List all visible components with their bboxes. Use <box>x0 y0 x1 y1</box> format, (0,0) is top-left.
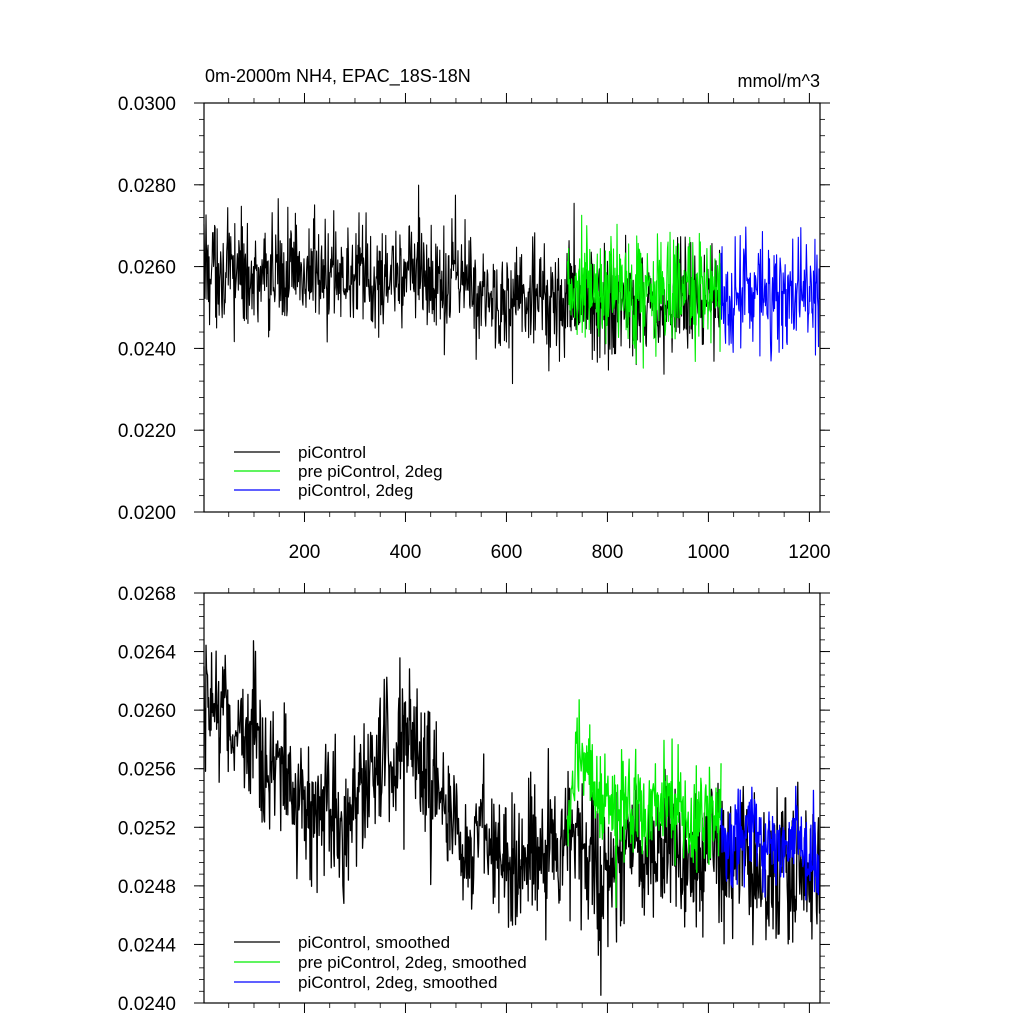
chart-title: 0m-2000m NH4, EPAC_18S-18N <box>205 66 471 87</box>
y-tick-label: 0.0240 <box>118 339 176 360</box>
legend-label: piControl, 2deg <box>298 481 413 500</box>
legend-item: pre piControl, 2deg <box>234 462 443 481</box>
panel-top: 0m-2000m NH4, EPAC_18S-18N mmol/m^3 0.02… <box>118 66 831 563</box>
series-line <box>203 640 821 996</box>
x-tick-label: 400 <box>390 542 422 563</box>
x-tick-label: 600 <box>491 542 523 563</box>
y-tick-label: 0.0268 <box>118 584 176 605</box>
legend: piControl, smoothed pre piControl, 2deg,… <box>234 933 527 992</box>
legend-item: piControl, smoothed <box>234 933 450 952</box>
y-tick-label: 0.0244 <box>118 935 177 956</box>
legend-item: pre piControl, 2deg, smoothed <box>234 953 527 972</box>
y-tick-label: 0.0220 <box>118 421 176 442</box>
y-tick-label: 0.0256 <box>118 760 176 781</box>
series-group <box>203 640 821 996</box>
y-tick-label: 0.0264 <box>118 643 177 664</box>
legend-item: piControl, 2deg, smoothed <box>234 973 497 992</box>
axes: 0.0240 0.0244 0.0248 0.0252 0.0256 0.0260 0.02… <box>118 583 830 1015</box>
x-tick-label: 1000 <box>687 542 729 563</box>
x-tick-label: 1200 <box>788 542 830 563</box>
x-tick-label: 800 <box>592 542 624 563</box>
y-tick-label: 0.0280 <box>118 176 176 197</box>
plot-frame <box>203 592 821 1004</box>
series-line <box>566 699 722 909</box>
legend-item: piControl, 2deg <box>234 481 413 500</box>
legend-item: piControl <box>234 443 366 462</box>
y-tick-label: 0.0248 <box>118 877 176 898</box>
units-label: mmol/m^3 <box>738 71 820 91</box>
legend-label: piControl, 2deg, smoothed <box>298 973 497 992</box>
y-tick-label: 0.0240 <box>118 994 176 1015</box>
y-tick-label: 0.0252 <box>118 818 176 839</box>
y-tick-label: 0.0300 <box>118 94 176 115</box>
legend-label: pre piControl, 2deg <box>298 462 443 481</box>
y-tick-label: 0.0260 <box>118 258 176 279</box>
axes: 0.0200 0.0220 0.0240 0.0260 0.0280 0.0300 200 4… <box>118 93 831 563</box>
legend: piControl pre piControl, 2deg piControl,… <box>234 443 443 500</box>
legend-label: piControl, smoothed <box>298 933 450 952</box>
plot-frame <box>203 102 821 513</box>
y-tick-label: 0.0260 <box>118 701 176 722</box>
series-line <box>720 226 821 362</box>
legend-label: pre piControl, 2deg, smoothed <box>298 953 527 972</box>
series-line <box>566 214 722 369</box>
y-tick-label: 0.0200 <box>118 503 176 524</box>
legend-label: piControl <box>298 443 366 462</box>
series-group <box>203 184 821 385</box>
panel-bottom: 0.0240 0.0244 0.0248 0.0252 0.0256 0.0260 0.02… <box>118 583 830 1015</box>
x-tick-label: 200 <box>289 542 321 563</box>
series-line <box>720 785 821 901</box>
